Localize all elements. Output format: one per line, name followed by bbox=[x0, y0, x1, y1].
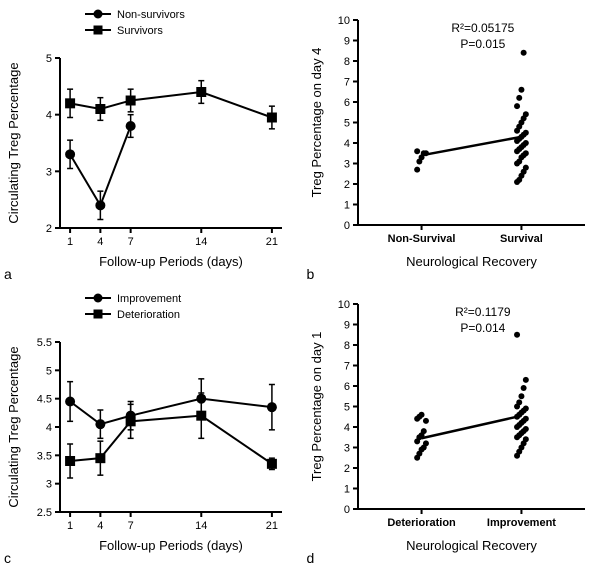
svg-text:8: 8 bbox=[343, 340, 349, 352]
svg-text:14: 14 bbox=[195, 520, 207, 532]
svg-text:Neurological Recovery: Neurological Recovery bbox=[406, 254, 537, 269]
svg-text:6: 6 bbox=[343, 97, 349, 109]
chart-b: 0 1 2 3 4 5 6 7 8 9 10 Non-Survival Survival Neurolog… bbox=[303, 0, 605, 284]
svg-text:Follow-up Periods (days): Follow-up Periods (days) bbox=[99, 538, 243, 553]
svg-text:Treg Percentage on day 4: Treg Percentage on day 4 bbox=[309, 48, 324, 198]
svg-text:Non-survivors: Non-survivors bbox=[117, 9, 185, 21]
svg-text:10: 10 bbox=[337, 15, 349, 27]
svg-text:21: 21 bbox=[266, 236, 278, 248]
svg-text:3.5: 3.5 bbox=[37, 450, 52, 462]
panel-c: 2.533.544.555.51471421Follow-up Periods … bbox=[0, 284, 303, 568]
panel-label-d: d bbox=[307, 550, 315, 566]
svg-text:4: 4 bbox=[46, 110, 52, 122]
svg-text:3: 3 bbox=[343, 159, 349, 171]
svg-text:4: 4 bbox=[46, 422, 52, 434]
svg-text:5: 5 bbox=[46, 53, 52, 65]
panel-label-b: b bbox=[307, 266, 315, 282]
svg-text:5: 5 bbox=[46, 365, 52, 377]
svg-text:0: 0 bbox=[343, 220, 349, 232]
chart-c: 2.533.544.555.51471421Follow-up Periods … bbox=[0, 284, 302, 568]
svg-text:R²=0.1179: R²=0.1179 bbox=[455, 305, 511, 319]
svg-text:3: 3 bbox=[46, 479, 52, 491]
svg-text:2: 2 bbox=[343, 463, 349, 475]
svg-text:4: 4 bbox=[343, 138, 349, 150]
svg-text:9: 9 bbox=[343, 320, 349, 332]
svg-text:1: 1 bbox=[67, 236, 73, 248]
svg-text:6: 6 bbox=[343, 381, 349, 393]
svg-text:14: 14 bbox=[195, 236, 207, 248]
svg-text:Improvement: Improvement bbox=[117, 293, 181, 305]
svg-text:3: 3 bbox=[343, 443, 349, 455]
panel-label-c: c bbox=[4, 550, 11, 566]
svg-text:10: 10 bbox=[337, 299, 349, 311]
panel-d: 0 1 2 3 4 5 6 7 8 9 10 Deterioration Improvement Neur… bbox=[303, 284, 605, 568]
svg-text:Circulating Treg Percentage: Circulating Treg Percentage bbox=[6, 346, 21, 507]
svg-text:7: 7 bbox=[128, 236, 134, 248]
svg-text:Neurological Recovery: Neurological Recovery bbox=[406, 538, 537, 553]
svg-text:Deterioration: Deterioration bbox=[387, 517, 456, 529]
svg-text:4: 4 bbox=[97, 236, 103, 248]
svg-text:1: 1 bbox=[343, 200, 349, 212]
svg-text:3: 3 bbox=[46, 166, 52, 178]
svg-text:Improvement: Improvement bbox=[486, 517, 555, 529]
svg-text:9: 9 bbox=[343, 36, 349, 48]
svg-text:Follow-up Periods (days): Follow-up Periods (days) bbox=[99, 254, 243, 269]
svg-text:2: 2 bbox=[343, 179, 349, 191]
svg-text:0: 0 bbox=[343, 504, 349, 516]
panel-a: 23451471421Follow-up Periods (days)Circu… bbox=[0, 0, 303, 284]
svg-text:1: 1 bbox=[67, 520, 73, 532]
svg-text:1: 1 bbox=[343, 484, 349, 496]
panel-label-a: a bbox=[4, 266, 12, 282]
svg-text:7: 7 bbox=[343, 77, 349, 89]
svg-text:P=0.015: P=0.015 bbox=[460, 37, 505, 51]
svg-text:2: 2 bbox=[46, 223, 52, 235]
svg-text:R²=0.05175: R²=0.05175 bbox=[451, 21, 514, 35]
svg-text:Survival: Survival bbox=[500, 233, 543, 245]
svg-text:8: 8 bbox=[343, 56, 349, 68]
chart-a: 23451471421Follow-up Periods (days)Circu… bbox=[0, 0, 302, 284]
svg-text:Treg Percentage on day 1: Treg Percentage on day 1 bbox=[309, 332, 324, 482]
svg-text:7: 7 bbox=[343, 361, 349, 373]
svg-text:2.5: 2.5 bbox=[37, 507, 52, 519]
svg-text:P=0.014: P=0.014 bbox=[460, 321, 505, 335]
svg-text:Circulating Treg Percentage: Circulating Treg Percentage bbox=[6, 62, 21, 223]
svg-text:4.5: 4.5 bbox=[37, 394, 52, 406]
svg-text:Survivors: Survivors bbox=[117, 25, 163, 37]
chart-d: 0 1 2 3 4 5 6 7 8 9 10 Deterioration Improvement Neur… bbox=[303, 284, 605, 568]
svg-text:5: 5 bbox=[343, 402, 349, 414]
svg-text:Deterioration: Deterioration bbox=[117, 309, 180, 321]
svg-text:4: 4 bbox=[343, 422, 349, 434]
svg-text:5.5: 5.5 bbox=[37, 337, 52, 349]
panel-b: 0 1 2 3 4 5 6 7 8 9 10 Non-Survival Survival Neurolog… bbox=[303, 0, 605, 284]
svg-text:5: 5 bbox=[343, 118, 349, 130]
svg-text:Non-Survival: Non-Survival bbox=[387, 233, 455, 245]
svg-text:4: 4 bbox=[97, 520, 103, 532]
svg-text:21: 21 bbox=[266, 520, 278, 532]
svg-text:7: 7 bbox=[128, 520, 134, 532]
